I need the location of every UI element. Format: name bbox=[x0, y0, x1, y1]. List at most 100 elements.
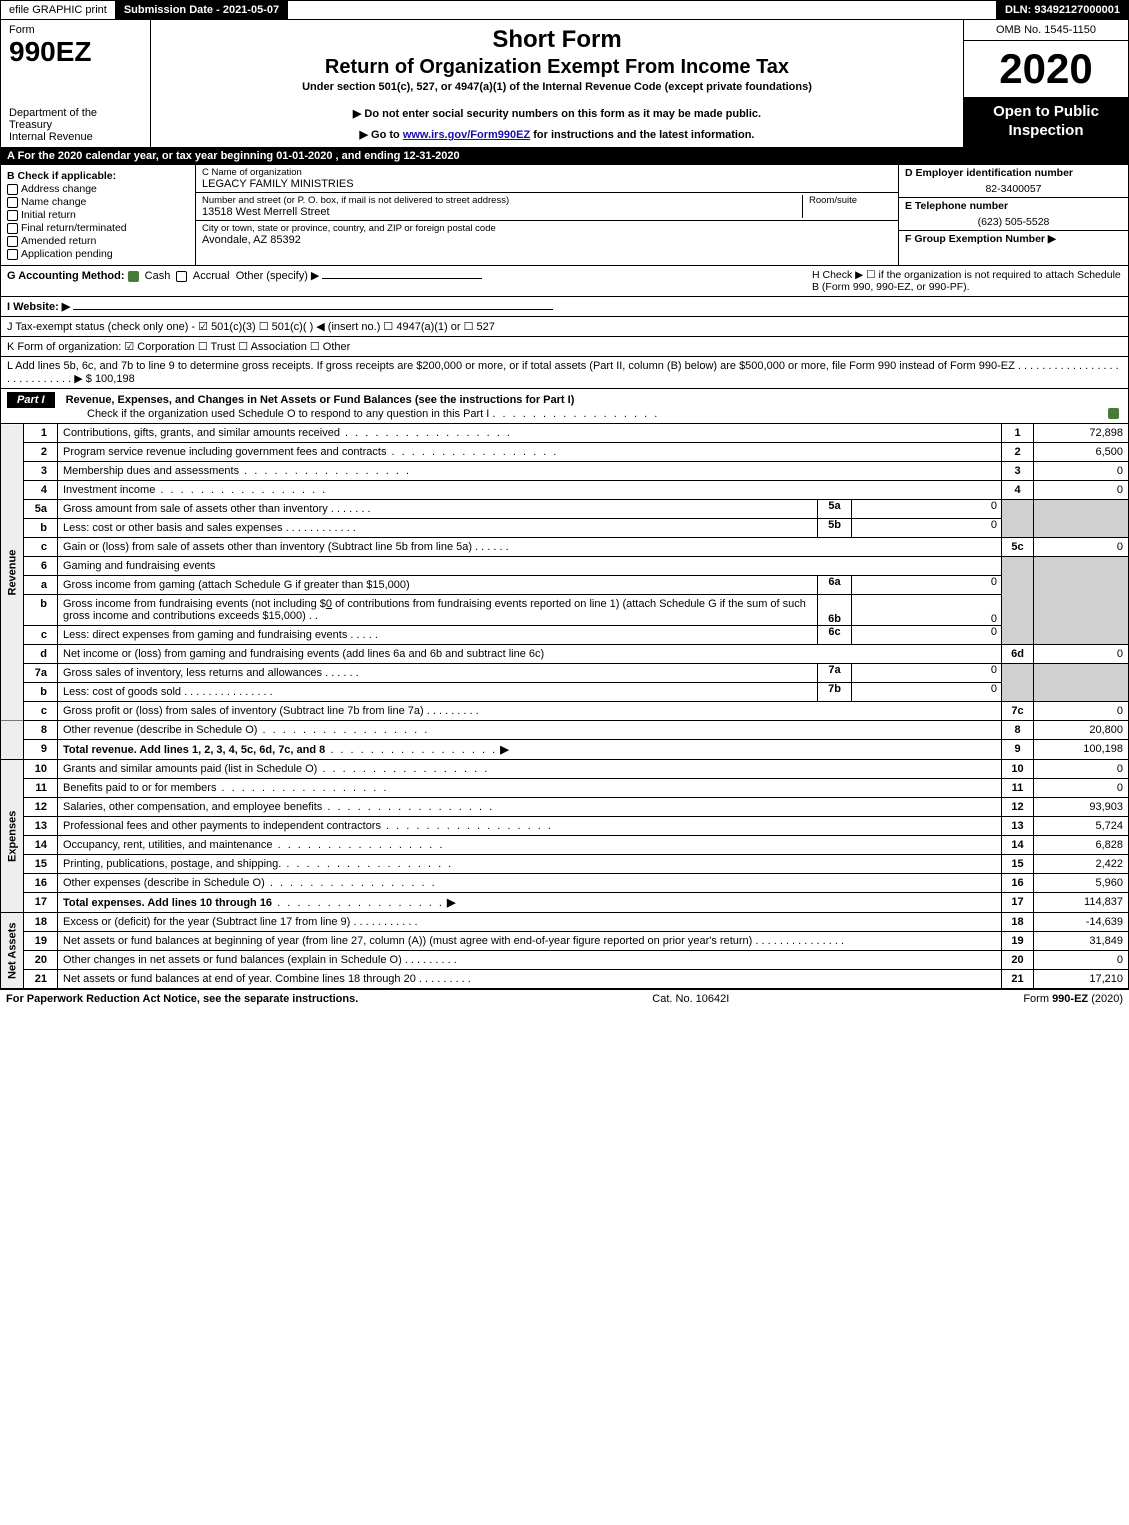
col-b-checkboxes: B Check if applicable: Address change Na… bbox=[1, 165, 196, 265]
line-7c-no: c bbox=[24, 702, 58, 721]
line-10-col: 10 bbox=[1002, 760, 1034, 779]
line-14-no: 14 bbox=[24, 836, 58, 855]
col-c-org-info: C Name of organization LEGACY FAMILY MIN… bbox=[196, 165, 898, 265]
footer-right-pre: Form bbox=[1023, 993, 1052, 1005]
line-9-text: Total revenue. Add lines 1, 2, 3, 4, 5c,… bbox=[63, 744, 325, 756]
org-name-label: C Name of organization bbox=[202, 167, 892, 178]
netassets-side-label: Net Assets bbox=[1, 913, 24, 989]
org-name: LEGACY FAMILY MINISTRIES bbox=[202, 178, 892, 190]
line-11-col: 11 bbox=[1002, 779, 1034, 798]
ein-label: D Employer identification number bbox=[899, 165, 1128, 181]
line-7c-text: Gross profit or (loss) from sales of inv… bbox=[63, 705, 424, 717]
chk-final-return[interactable]: Final return/terminated bbox=[7, 222, 189, 234]
line-9-col: 9 bbox=[1002, 740, 1034, 760]
line-1-desc: Contributions, gifts, grants, and simila… bbox=[58, 424, 1002, 443]
part-1-title: Revenue, Expenses, and Changes in Net As… bbox=[66, 394, 575, 406]
line-5a-desc: Gross amount from sale of assets other t… bbox=[58, 500, 1002, 519]
line-8-no: 8 bbox=[24, 721, 58, 740]
revenue-side-cont bbox=[1, 721, 24, 760]
line-13-desc: Professional fees and other payments to … bbox=[58, 817, 1002, 836]
line-1-text: Contributions, gifts, grants, and simila… bbox=[63, 427, 340, 439]
line-6a-text: Gross income from gaming (attach Schedul… bbox=[63, 579, 410, 591]
dots bbox=[272, 897, 444, 909]
website-input[interactable] bbox=[73, 309, 553, 310]
line-h: H Check ▶ ☐ if the organization is not r… bbox=[812, 269, 1122, 293]
line-7b-subval: 0 bbox=[851, 683, 1001, 701]
line-21-desc: Net assets or fund balances at end of ye… bbox=[58, 970, 1002, 989]
note2-pre: ▶ Go to bbox=[360, 129, 403, 141]
line-6a-desc: Gross income from gaming (attach Schedul… bbox=[58, 576, 1002, 595]
line-7ab-shade bbox=[1002, 664, 1034, 702]
line-12-col: 12 bbox=[1002, 798, 1034, 817]
checkbox-icon bbox=[7, 197, 18, 208]
line-l-text: L Add lines 5b, 6c, and 7b to line 9 to … bbox=[7, 360, 1119, 385]
header-right: OMB No. 1545-1150 2020 Open to Public In… bbox=[963, 20, 1128, 147]
dots bbox=[239, 465, 411, 477]
line-4-val: 0 bbox=[1034, 481, 1129, 500]
line-14-text: Occupancy, rent, utilities, and maintena… bbox=[63, 839, 273, 851]
efile-print-button[interactable]: efile GRAPHIC print bbox=[1, 1, 116, 19]
line-6d-val: 0 bbox=[1034, 645, 1129, 664]
revenue-side-label: Revenue bbox=[1, 424, 24, 721]
line-6b-sublbl: 6b bbox=[817, 595, 851, 625]
line-13-val: 5,724 bbox=[1034, 817, 1129, 836]
g-other-input[interactable] bbox=[322, 278, 482, 279]
header-center: Short Form Return of Organization Exempt… bbox=[151, 20, 963, 147]
line-15-val: 2,422 bbox=[1034, 855, 1129, 874]
checkbox-cash-icon[interactable] bbox=[128, 271, 139, 282]
schedule-o-checkbox-icon[interactable] bbox=[1108, 408, 1119, 419]
omb-number: OMB No. 1545-1150 bbox=[964, 20, 1128, 41]
line-5c-text: Gain or (loss) from sale of assets other… bbox=[63, 541, 472, 553]
line-g-h: G Accounting Method: Cash Accrual Other … bbox=[0, 266, 1129, 297]
line-17-val: 114,837 bbox=[1034, 893, 1129, 913]
line-17-no: 17 bbox=[24, 893, 58, 913]
line-16-desc: Other expenses (describe in Schedule O) bbox=[58, 874, 1002, 893]
note2-post: for instructions and the latest informat… bbox=[530, 129, 754, 141]
line-9-val: 100,198 bbox=[1034, 740, 1129, 760]
city-value: Avondale, AZ 85392 bbox=[202, 234, 892, 246]
line-7a-subval: 0 bbox=[851, 664, 1001, 682]
line-5a-text: Gross amount from sale of assets other t… bbox=[63, 503, 328, 515]
line-21-val: 17,210 bbox=[1034, 970, 1129, 989]
checkbox-icon bbox=[7, 249, 18, 260]
chk-address-change[interactable]: Address change bbox=[7, 183, 189, 195]
arrow-icon: ▶ bbox=[447, 897, 455, 909]
line-5a-no: 5a bbox=[24, 500, 58, 519]
chk-amended-return[interactable]: Amended return bbox=[7, 235, 189, 247]
part-1-header: Part I Revenue, Expenses, and Changes in… bbox=[0, 389, 1129, 424]
line-12-no: 12 bbox=[24, 798, 58, 817]
footer-center: Cat. No. 10642I bbox=[652, 993, 729, 1005]
dots bbox=[317, 763, 489, 775]
line-7a-text: Gross sales of inventory, less returns a… bbox=[63, 667, 322, 679]
line-17-col: 17 bbox=[1002, 893, 1034, 913]
street-row: Number and street (or P. O. box, if mail… bbox=[196, 193, 898, 221]
line-8-text: Other revenue (describe in Schedule O) bbox=[63, 724, 257, 736]
line-5b-sublbl: 5b bbox=[817, 519, 851, 537]
chk-name-change[interactable]: Name change bbox=[7, 196, 189, 208]
col-d-e-f: D Employer identification number 82-3400… bbox=[898, 165, 1128, 265]
irs-link[interactable]: www.irs.gov/Form990EZ bbox=[403, 129, 530, 141]
tax-year: 2020 bbox=[964, 41, 1128, 97]
line-3-no: 3 bbox=[24, 462, 58, 481]
chk-initial-return[interactable]: Initial return bbox=[7, 209, 189, 221]
line-3-col: 3 bbox=[1002, 462, 1034, 481]
line-6c-no: c bbox=[24, 626, 58, 645]
opt-address: Address change bbox=[21, 183, 97, 195]
phone-value: (623) 505-5528 bbox=[899, 214, 1128, 230]
checkbox-icon bbox=[7, 210, 18, 221]
line-14-val: 6,828 bbox=[1034, 836, 1129, 855]
street-value: 13518 West Merrell Street bbox=[202, 206, 802, 218]
chk-application-pending[interactable]: Application pending bbox=[7, 248, 189, 260]
group-exemption: F Group Exemption Number ▶ bbox=[899, 230, 1128, 247]
line-6c-desc: Less: direct expenses from gaming and fu… bbox=[58, 626, 1002, 645]
dept-irs: Internal Revenue bbox=[9, 131, 142, 143]
line-6c-subval: 0 bbox=[851, 626, 1001, 644]
checkbox-accrual-icon[interactable] bbox=[176, 271, 187, 282]
line-7c-desc: Gross profit or (loss) from sales of inv… bbox=[58, 702, 1002, 721]
dots bbox=[265, 877, 437, 889]
line-1-no: 1 bbox=[24, 424, 58, 443]
submission-date: Submission Date - 2021-05-07 bbox=[116, 1, 288, 19]
line-16-col: 16 bbox=[1002, 874, 1034, 893]
form-header: Form 990EZ Department of the Treasury In… bbox=[0, 20, 1129, 148]
dots bbox=[281, 858, 453, 870]
